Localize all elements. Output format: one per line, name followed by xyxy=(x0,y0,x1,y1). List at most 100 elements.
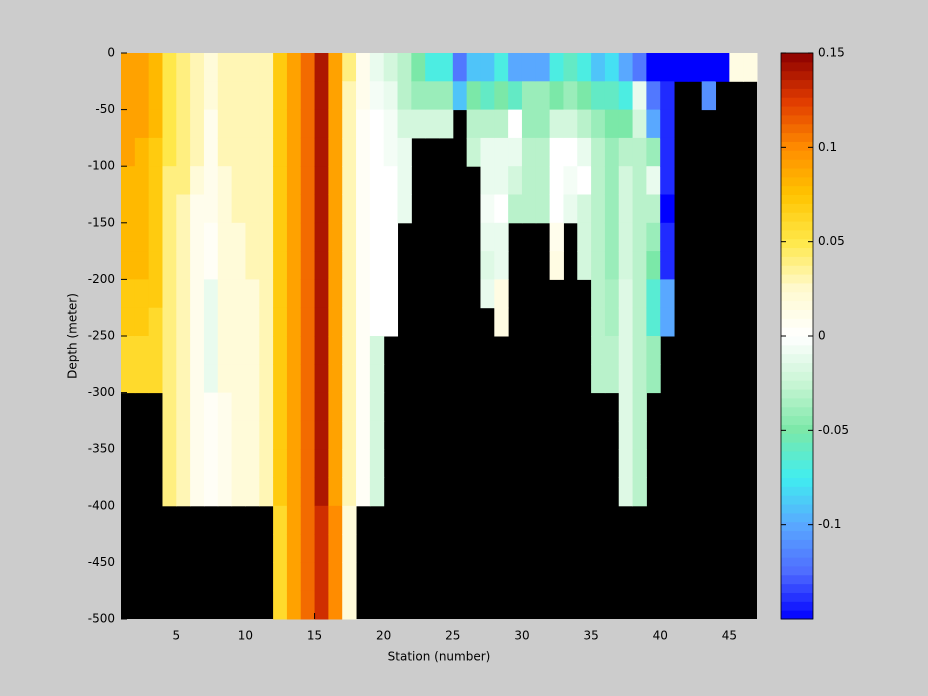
cell xyxy=(314,279,329,309)
cell xyxy=(356,251,371,280)
cell xyxy=(148,222,163,252)
cell xyxy=(286,137,302,167)
cell xyxy=(328,251,343,280)
cell xyxy=(466,137,481,167)
cell xyxy=(259,222,274,252)
cell xyxy=(203,336,219,365)
cell xyxy=(342,251,357,280)
cell xyxy=(342,562,357,592)
cell xyxy=(314,336,329,365)
x-tick-label: 40 xyxy=(653,629,668,643)
cell xyxy=(176,392,191,422)
cell xyxy=(300,251,316,280)
cell xyxy=(660,222,675,252)
cell xyxy=(466,81,481,111)
cell xyxy=(162,166,177,195)
colorbar-step xyxy=(781,336,813,346)
cell xyxy=(231,307,246,337)
cell xyxy=(231,222,246,252)
cell xyxy=(273,477,288,507)
cell xyxy=(632,449,647,478)
colorbar-step xyxy=(781,327,813,337)
colorbar-step xyxy=(781,176,813,187)
x-tick-label: 30 xyxy=(514,629,529,643)
cell xyxy=(480,109,495,139)
cell xyxy=(494,137,509,167)
cell xyxy=(439,53,454,82)
cell xyxy=(217,279,233,309)
cell xyxy=(439,81,454,111)
cell xyxy=(314,505,329,535)
cell xyxy=(604,364,620,394)
cell xyxy=(148,137,163,167)
cell xyxy=(148,307,163,337)
cell xyxy=(300,477,316,507)
cell xyxy=(660,109,675,139)
x-axis-label: Station (number) xyxy=(388,650,491,664)
colorbar-step xyxy=(781,592,813,602)
cell xyxy=(369,307,385,337)
cell xyxy=(521,137,537,167)
x-tick-label: 25 xyxy=(445,629,460,643)
cell xyxy=(203,449,219,478)
cell xyxy=(148,194,163,224)
cell xyxy=(356,109,371,139)
cell xyxy=(328,364,343,394)
cell xyxy=(604,109,620,139)
colorbar-step xyxy=(781,512,813,523)
y-tick-label: -500 xyxy=(88,612,115,626)
cell xyxy=(231,420,246,450)
cell xyxy=(176,364,191,394)
cell xyxy=(190,392,205,422)
cell xyxy=(217,166,233,195)
cell xyxy=(425,53,440,82)
cell xyxy=(231,166,246,195)
cell xyxy=(245,420,260,450)
cell xyxy=(217,137,233,167)
colorbar-step xyxy=(781,380,813,390)
cell xyxy=(383,166,399,195)
y-tick-label: -50 xyxy=(95,102,115,116)
cell xyxy=(203,364,219,394)
cell xyxy=(328,166,343,195)
colorbar-step xyxy=(781,256,813,266)
cell xyxy=(121,307,136,337)
cell xyxy=(591,336,606,365)
colorbar-step xyxy=(781,486,813,496)
cell xyxy=(162,194,177,224)
cell xyxy=(342,505,357,535)
cell xyxy=(618,336,634,365)
cell xyxy=(273,307,288,337)
y-tick-label: -450 xyxy=(88,555,115,569)
cell xyxy=(660,307,675,337)
cell xyxy=(190,81,205,111)
cell xyxy=(231,53,246,82)
cell xyxy=(134,251,150,280)
cell xyxy=(521,53,537,82)
cell xyxy=(618,420,634,450)
cell xyxy=(259,109,274,139)
x-tick-label: 15 xyxy=(307,629,322,643)
cell xyxy=(369,109,385,139)
cell xyxy=(411,109,426,139)
cell xyxy=(356,364,371,394)
cell xyxy=(314,166,329,195)
cell xyxy=(134,137,150,167)
cell xyxy=(494,81,509,111)
colorbar-step xyxy=(781,70,813,81)
cell xyxy=(604,81,620,111)
cell xyxy=(231,137,246,167)
cell xyxy=(203,477,219,507)
cell xyxy=(190,137,205,167)
cell xyxy=(203,194,219,224)
cell xyxy=(535,137,551,167)
cell xyxy=(494,166,509,195)
cell xyxy=(342,307,357,337)
cell xyxy=(162,477,177,507)
cell xyxy=(245,81,260,111)
cell xyxy=(369,137,385,167)
cell xyxy=(314,562,329,592)
cell xyxy=(342,137,357,167)
cell xyxy=(190,420,205,450)
colorbar-step xyxy=(781,291,813,302)
